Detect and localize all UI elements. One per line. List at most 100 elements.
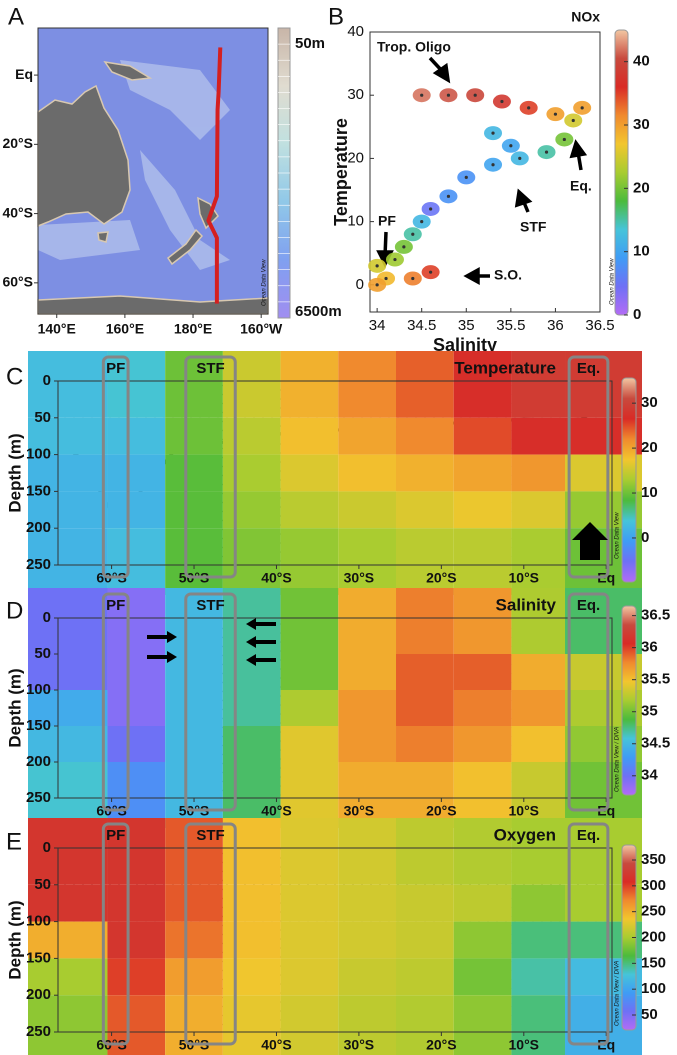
field-cell — [396, 818, 454, 885]
colorbar-tick-label: 30 — [633, 116, 650, 133]
region-label: Eq. — [577, 360, 600, 377]
y-axis-label: Depth (m) — [5, 668, 24, 747]
field-cell — [165, 417, 223, 455]
field-cell — [280, 726, 339, 762]
colorbar-tick-label: 250 — [641, 903, 666, 920]
arrow-head — [167, 631, 177, 643]
annotation-arrows — [376, 56, 588, 285]
field-cell — [107, 351, 166, 418]
field-cell — [222, 454, 281, 492]
point-center — [580, 106, 584, 110]
field-cell — [222, 818, 281, 885]
field-cell — [453, 726, 512, 762]
land — [37, 60, 269, 315]
field-cell — [222, 921, 281, 959]
y-tick-label: 40°S — [2, 204, 33, 220]
point-center — [446, 93, 451, 97]
arrow-head — [246, 618, 256, 630]
point-center — [562, 137, 566, 142]
colorbar-tick-label: 35.5 — [641, 671, 670, 688]
plot-frame — [57, 847, 613, 1033]
point-center — [464, 175, 468, 179]
colorbar — [614, 29, 629, 316]
field-cell — [28, 417, 108, 455]
field-cell — [396, 995, 454, 1055]
field-cell — [453, 995, 512, 1055]
colorbar-tick-label: 0 — [633, 306, 641, 323]
x-tick-label: 40°S — [261, 1037, 292, 1053]
field-cell — [28, 528, 108, 595]
region-box — [567, 355, 610, 579]
field-cell — [280, 454, 339, 492]
x-tick-label: 35 — [458, 317, 475, 334]
field-cell — [165, 726, 223, 762]
field-cell — [453, 921, 512, 959]
y-tick-label: 100 — [26, 446, 51, 463]
point-center — [544, 150, 549, 154]
colorbar-tick-label: 36 — [641, 639, 658, 656]
credit: Ocean Data View — [262, 259, 268, 306]
field-cell — [453, 454, 512, 492]
field-cell — [511, 884, 566, 922]
y-tick-label: 200 — [26, 753, 51, 770]
x-tick-label: 140°E — [38, 321, 76, 337]
point-center — [420, 220, 424, 224]
x-tick-label: 10°S — [509, 1037, 540, 1053]
y-tick-label: 250 — [26, 789, 51, 806]
region-label: Eq. — [577, 597, 600, 614]
field-cell — [107, 690, 166, 726]
plot-frame — [369, 31, 601, 313]
region-box — [101, 822, 130, 1046]
field-cell — [396, 762, 454, 828]
y-tick-label: 200 — [26, 519, 51, 536]
y-tick-label: 100 — [26, 681, 51, 698]
field-cell — [511, 654, 566, 690]
field-cell — [280, 762, 339, 828]
field-cell — [280, 884, 339, 922]
arrow-head — [246, 636, 256, 648]
field-cell — [28, 818, 108, 885]
field-cell — [28, 995, 108, 1055]
point-center — [473, 93, 477, 97]
colorbar-tick-label: 350 — [641, 851, 666, 868]
field-cell — [511, 958, 566, 996]
field-cell — [28, 958, 108, 996]
region-box — [101, 592, 130, 812]
credit: Ocean Data View — [615, 512, 621, 559]
field-cell — [511, 588, 566, 654]
field-cell — [338, 690, 397, 726]
y-tick-label: 100 — [26, 913, 51, 930]
colorbar — [621, 605, 637, 796]
field-cell — [165, 491, 223, 529]
y-axis-label: Depth (m) — [5, 900, 24, 979]
y-tick-label: 50 — [34, 876, 51, 893]
shallow-water — [38, 60, 230, 270]
colorbar-tick-label: 20 — [641, 439, 658, 456]
field-cell — [338, 995, 397, 1055]
field-cell — [280, 417, 339, 455]
field-cell — [511, 528, 566, 595]
y-axis-label: Depth (m) — [5, 433, 24, 512]
point-center — [491, 163, 495, 167]
chart-title: Oxygen — [494, 825, 556, 844]
point-center — [527, 106, 531, 110]
field-cell — [107, 528, 166, 595]
field-cell — [107, 818, 166, 885]
field-cell — [280, 995, 339, 1055]
y-tick-label: 0 — [43, 372, 51, 389]
field-cell — [511, 726, 566, 762]
field-cell — [280, 690, 339, 726]
point-center — [571, 118, 575, 123]
region-label: STF — [196, 360, 224, 377]
field-cell — [396, 528, 454, 595]
field-cell — [222, 958, 281, 996]
region-box — [184, 822, 237, 1046]
field-cell — [396, 588, 454, 654]
plot-frame — [57, 617, 613, 799]
point-center — [393, 257, 397, 262]
field-cell — [107, 654, 166, 690]
field-cell — [222, 491, 281, 529]
region-label: PF — [106, 597, 125, 614]
field-cell — [107, 921, 166, 959]
